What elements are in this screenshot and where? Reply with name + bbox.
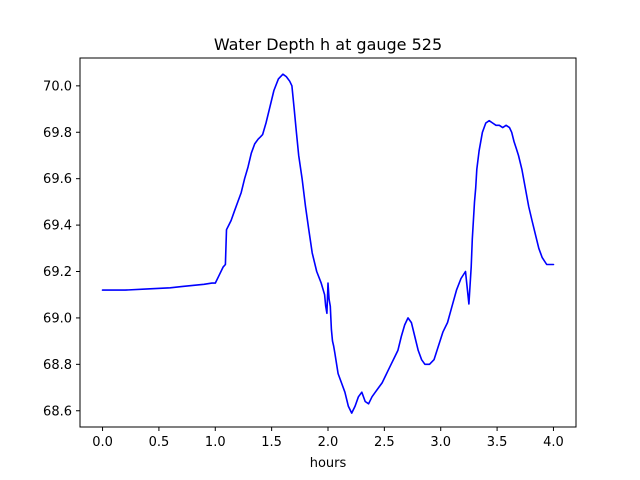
x-tick-label: 3.0 [430, 435, 451, 450]
y-tick-label: 69.0 [43, 311, 72, 326]
x-tick-label: 2.0 [318, 435, 339, 450]
x-axis-label: hours [310, 456, 347, 471]
y-tick-label: 68.8 [43, 358, 72, 373]
x-tick-label: 1.0 [205, 435, 226, 450]
plot-area [101, 73, 555, 414]
axis-ticks: 0.0 0.5 1.0 1.5 2.0 2.5 3.0 3.5 4.0 68.6 68.8 69.0 6… [43, 79, 564, 450]
x-tick-label: 1.5 [261, 435, 282, 450]
y-tick-label: 69.2 [43, 265, 72, 280]
y-tick-label: 68.6 [43, 404, 72, 419]
y-tick-label: 69.8 [43, 126, 72, 141]
chart-title: Water Depth h at gauge 525 [214, 35, 442, 54]
y-tick-label: 70.0 [43, 79, 72, 94]
y-tick-label: 69.6 [43, 172, 72, 187]
y-tick-label: 69.4 [43, 219, 72, 234]
plot-frame [79, 57, 577, 428]
x-tick-label: 0.0 [92, 435, 113, 450]
x-tick-label: 4.0 [543, 435, 564, 450]
series-line [101, 73, 555, 414]
x-tick-label: 0.5 [149, 435, 170, 450]
x-tick-label: 3.5 [487, 435, 508, 450]
x-tick-label: 2.5 [374, 435, 395, 450]
